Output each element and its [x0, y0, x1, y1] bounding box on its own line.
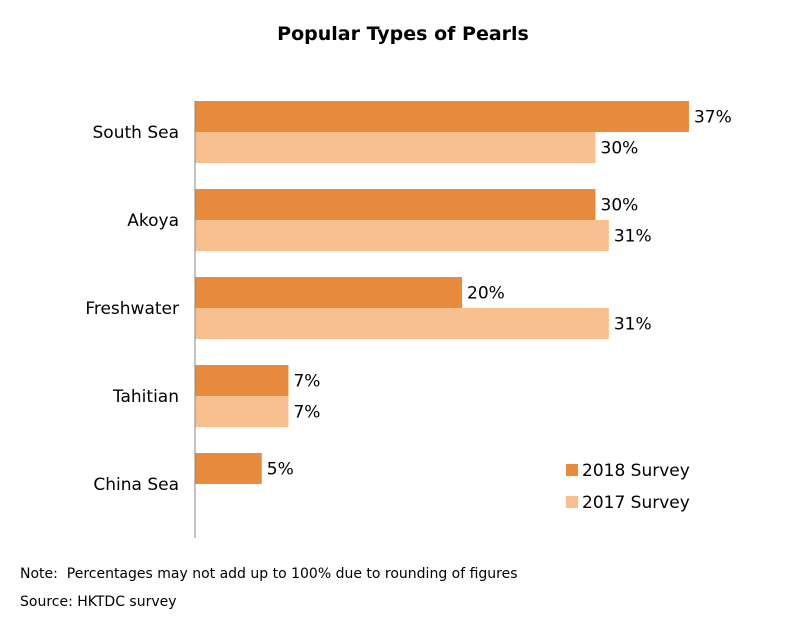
- data-label-china-sea-2018-survey: 5%: [267, 460, 294, 480]
- legend-label-2018-survey: 2018 Survey: [582, 461, 690, 481]
- legend-swatch-2018-survey: [566, 464, 578, 476]
- source-text: Source: HKTDC survey: [20, 594, 177, 610]
- bar-china-sea-2018-survey: [195, 453, 262, 484]
- category-label-south-sea: South Sea: [93, 123, 179, 143]
- data-label-akoya-2017-survey: 31%: [614, 227, 652, 247]
- bar-tahitian-2018-survey: [195, 365, 289, 396]
- category-label-tahitian: Tahitian: [112, 387, 179, 407]
- category-label-china-sea: China Sea: [93, 475, 179, 495]
- chart-title: Popular Types of Pearls: [277, 23, 529, 45]
- data-label-south-sea-2017-survey: 30%: [601, 139, 639, 159]
- legend: 2018 Survey 2017 Survey: [566, 461, 690, 513]
- data-label-freshwater-2017-survey: 31%: [614, 315, 652, 335]
- legend-label-2017-survey: 2017 Survey: [582, 493, 690, 513]
- data-labels: 37% 30% 30% 31% 20% 31% 7% 7% 5%: [267, 108, 732, 480]
- bar-south-sea-2017-survey: [195, 132, 596, 163]
- note-text: Note: Percentages may not add up to 100%…: [20, 566, 518, 582]
- category-label-freshwater: Freshwater: [85, 299, 179, 319]
- category-label-akoya: Akoya: [127, 211, 179, 231]
- legend-swatch-2017-survey: [566, 496, 578, 508]
- data-label-freshwater-2018-survey: 20%: [467, 284, 505, 304]
- data-label-akoya-2018-survey: 30%: [601, 196, 639, 216]
- bar-freshwater-2017-survey: [195, 308, 609, 339]
- bar-group: [195, 101, 689, 484]
- bar-akoya-2018-survey: [195, 189, 596, 220]
- category-labels: South Sea Akoya Freshwater Tahitian China Se…: [85, 123, 179, 495]
- bar-akoya-2017-survey: [195, 220, 609, 251]
- data-label-tahitian-2018-survey: 7%: [293, 372, 320, 392]
- bar-freshwater-2018-survey: [195, 277, 462, 308]
- data-label-south-sea-2018-survey: 37%: [694, 108, 732, 128]
- bar-tahitian-2017-survey: [195, 396, 289, 427]
- data-label-tahitian-2017-survey: 7%: [293, 403, 320, 423]
- bar-south-sea-2018-survey: [195, 101, 689, 132]
